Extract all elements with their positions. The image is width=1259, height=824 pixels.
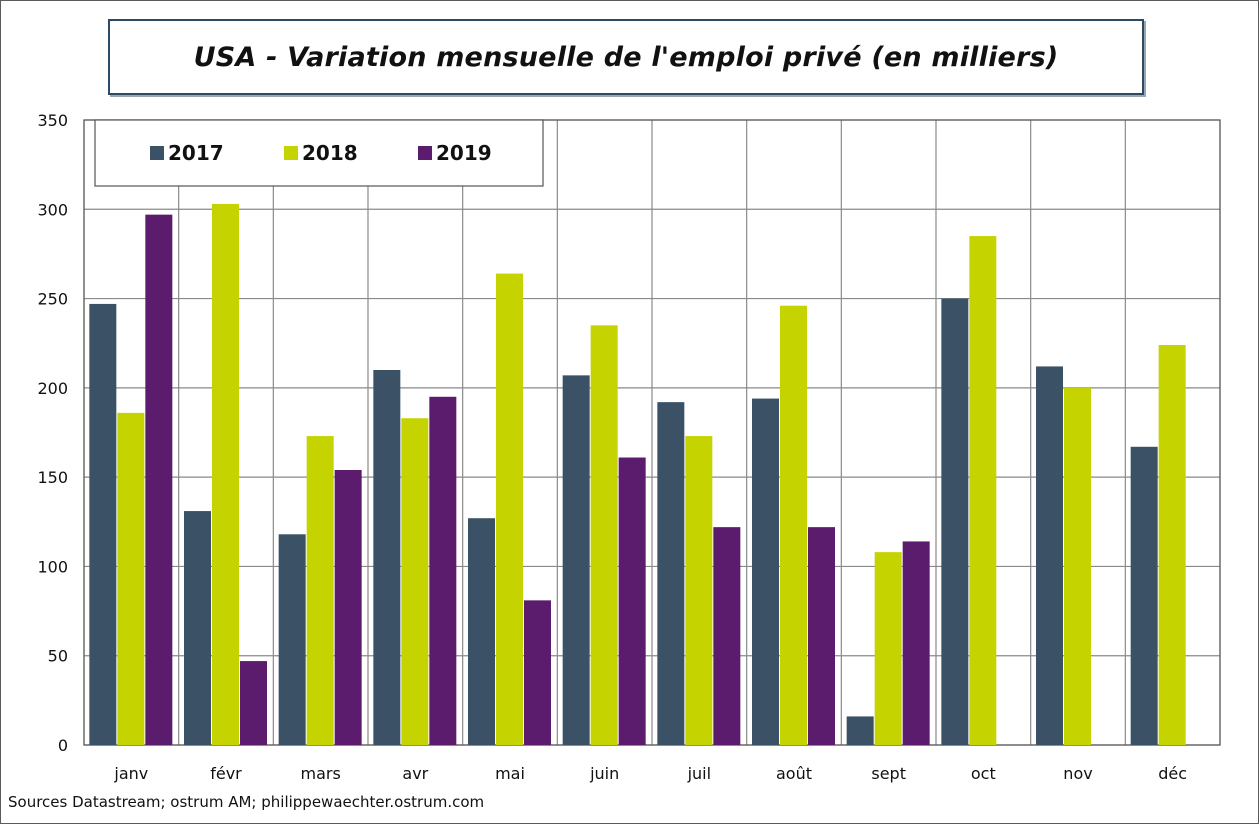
x-tick-label: janv [113,764,148,783]
x-tick-label: nov [1063,764,1092,783]
bar-2017-juil [657,402,685,745]
bar-2019-mai [524,600,551,745]
bar-2017-mai [468,518,495,745]
legend-swatch-2019 [418,146,432,160]
legend-label-2018: 2018 [302,141,358,165]
y-tick-label: 150 [37,468,68,487]
x-tick-label: sept [871,764,906,783]
bar-2018-févr [212,203,239,745]
bar-2017-sept [846,716,874,745]
bar-2019-sept [902,541,930,745]
y-tick-label: 0 [58,736,68,755]
bar-2018-mars [306,436,334,745]
x-tick-label: févr [210,764,242,783]
bar-2018-avr [401,418,429,745]
x-tick-label: déc [1158,764,1187,783]
bar-2019-mars [334,470,362,745]
bar-2017-nov [1036,366,1063,745]
bar-2017-avr [373,370,401,745]
bar-2018-déc [1158,345,1186,745]
x-tick-label: avr [402,764,428,783]
y-tick-label: 50 [48,647,68,666]
y-tick-label: 100 [37,557,68,576]
bar-2019-juin [618,457,646,745]
bar-2018-mai [496,273,523,745]
legend-swatch-2018 [284,146,298,160]
bar-2018-janv [117,412,145,745]
x-tick-label: mai [495,764,525,783]
y-tick-label: 200 [37,379,68,398]
bar-2017-oct [941,298,969,745]
x-tick-label: août [776,764,812,783]
x-tick-label: oct [971,764,996,783]
plot-area-border [83,119,1221,746]
source-note: Sources Datastream; ostrum AM; philippew… [8,793,485,811]
chart-title: USA - Variation mensuelle de l'emploi pr… [193,41,1059,73]
legend-box [94,119,544,187]
bar-2019-août [808,527,835,745]
bar-2017-juin [562,375,590,745]
bar-2018-oct [969,236,997,746]
bar-2018-sept [874,552,902,745]
bar-2017-févr [184,511,211,745]
bar-2017-déc [1130,446,1158,745]
legend-swatch-2017 [150,146,164,160]
x-tick-label: juin [589,764,619,783]
y-tick-label: 300 [37,200,68,219]
bar-2017-janv [89,303,117,745]
bar-2018-juil [685,436,713,745]
bar-2017-mars [278,534,306,745]
bar-2019-juil [713,527,741,745]
bar-2019-févr [240,661,267,745]
chart-title-box: USA - Variation mensuelle de l'emploi pr… [108,19,1144,95]
bar-2018-juin [590,325,618,745]
bar-2019-janv [145,214,173,746]
legend-label-2019: 2019 [436,141,492,165]
y-tick-label: 250 [37,290,68,309]
x-tick-label: mars [301,764,341,783]
bar-2018-août [780,305,807,745]
bar-2018-nov [1064,387,1091,745]
bar-2019-avr [429,396,457,745]
bar-2017-août [752,398,779,745]
x-tick-label: juil [687,764,711,783]
y-tick-label: 350 [37,111,68,130]
legend-label-2017: 2017 [168,141,224,165]
